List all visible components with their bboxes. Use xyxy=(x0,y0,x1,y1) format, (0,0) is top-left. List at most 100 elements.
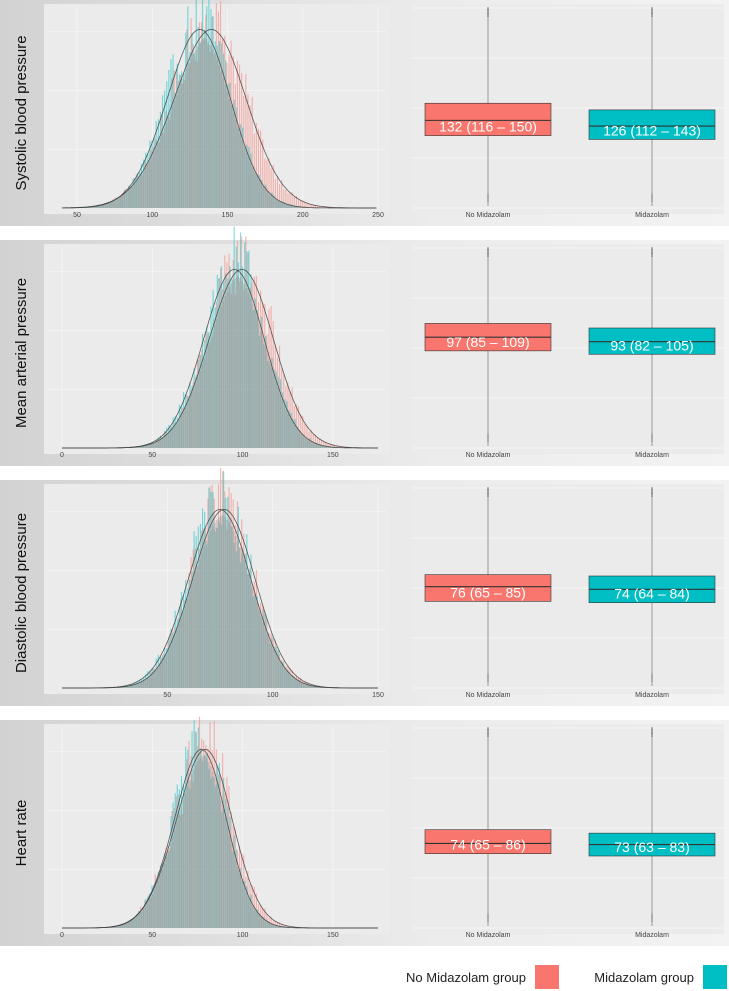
histogram-bar xyxy=(216,527,218,688)
histogram-bar xyxy=(201,761,204,928)
histogram-overlap-bar xyxy=(262,622,265,688)
histogram-overlap-bar xyxy=(230,105,233,208)
histogram-bar xyxy=(121,195,124,208)
legend: No Midazolam group Midazolam group xyxy=(406,965,727,989)
histogram-bar xyxy=(246,144,248,208)
histogram-bar xyxy=(273,646,275,688)
histogram-bar xyxy=(270,633,272,688)
histogram-bar xyxy=(325,441,327,448)
histogram-bar xyxy=(168,637,170,688)
histogram-overlap-bar xyxy=(264,628,267,688)
histogram-bar xyxy=(255,570,257,688)
histogram-overlap-bar xyxy=(226,291,229,448)
histogram-bar xyxy=(284,202,286,208)
histogram-bar xyxy=(111,200,113,208)
histogram-bar xyxy=(170,628,172,688)
histogram-overlap-bar xyxy=(278,661,282,688)
histogram-overlap-bar xyxy=(306,438,309,448)
histogram-overlap-bar xyxy=(251,588,254,688)
histogram-bar xyxy=(273,369,275,448)
histogram-bar xyxy=(306,682,308,688)
histogram-overlap-bar xyxy=(257,609,261,688)
histogram-overlap-bar xyxy=(148,898,151,928)
histogram-overlap-bar xyxy=(272,374,275,448)
histogram-bar xyxy=(196,567,198,688)
outlier-point xyxy=(651,674,653,676)
outlier-point xyxy=(651,679,653,681)
histogram-overlap-bar xyxy=(224,296,227,448)
histogram-bar xyxy=(142,174,144,208)
histogram-overlap-bar xyxy=(186,68,189,208)
histogram-bar xyxy=(257,301,260,448)
histogram-bar xyxy=(282,201,284,208)
histogram-bar xyxy=(310,204,312,208)
histogram-bar xyxy=(207,44,209,208)
histogram-overlap-bar xyxy=(196,761,199,928)
histogram-overlap-bar xyxy=(262,338,265,448)
histogram-bar xyxy=(133,917,135,928)
histogram-bar xyxy=(97,204,99,208)
histogram-bar xyxy=(260,618,263,688)
histogram-bar xyxy=(129,684,131,688)
histogram-bar xyxy=(144,680,146,688)
histogram-overlap-bar xyxy=(152,672,155,688)
box-label-midazolam: 73 (63 – 83) xyxy=(614,839,690,855)
histogram-bar xyxy=(206,544,208,688)
histogram-bar xyxy=(189,52,191,208)
histogram-overlap-bar xyxy=(188,780,191,928)
histogram-bar xyxy=(278,184,281,208)
histogram-overlap-bar xyxy=(287,413,290,448)
histogram-overlap-bar xyxy=(142,171,145,208)
histogram-bar xyxy=(227,496,229,688)
histogram-overlap-bar xyxy=(192,54,195,209)
histogram-bar xyxy=(239,868,242,928)
histogram-bar xyxy=(319,444,322,448)
histogram-bar xyxy=(239,562,242,688)
histogram-bar xyxy=(256,596,258,688)
histogram-overlap-bar xyxy=(257,324,261,448)
histogram-bar xyxy=(146,677,148,688)
histogram-overlap-bar xyxy=(215,784,218,928)
histogram-overlap-bar xyxy=(177,624,180,688)
histogram-bar xyxy=(198,716,201,928)
histogram-bar xyxy=(116,198,118,208)
histogram-overlap-bar xyxy=(171,640,174,688)
histogram-bar xyxy=(191,571,193,688)
histogram-bar xyxy=(184,792,186,928)
histogram-bar xyxy=(222,289,224,448)
histogram-bar xyxy=(203,358,205,448)
histogram-bar xyxy=(214,41,216,208)
histogram-bar xyxy=(215,527,217,688)
histogram-bar xyxy=(300,200,302,208)
histogram-overlap-bar xyxy=(266,634,269,688)
histogram-bar xyxy=(212,16,214,208)
outlier-point xyxy=(651,673,653,675)
outlier-point xyxy=(487,15,489,18)
histogram-bar xyxy=(177,794,180,928)
histogram-bar xyxy=(223,53,225,209)
outlier-point xyxy=(651,734,653,736)
outlier-point xyxy=(651,11,653,13)
category-label-midazolam: Midazolam xyxy=(635,212,669,219)
histogram-overlap-bar xyxy=(297,206,301,208)
outlier-point xyxy=(487,735,489,738)
histogram-bar xyxy=(312,434,314,448)
histogram-overlap-bar xyxy=(150,443,153,448)
histogram-overlap-bar xyxy=(104,204,107,208)
histogram-overlap-bar xyxy=(293,678,296,688)
histogram-panel: 50 100 150 xyxy=(44,467,390,699)
histogram-overlap-bar xyxy=(205,38,208,209)
histogram-bar xyxy=(119,196,121,208)
histogram-overlap-bar xyxy=(173,425,176,448)
histogram-bar xyxy=(310,430,312,448)
histogram-bar xyxy=(277,650,279,688)
histogram-overlap-bar xyxy=(297,430,301,448)
histogram-overlap-bar xyxy=(150,894,153,928)
histogram-bar xyxy=(167,115,169,208)
histogram-bar xyxy=(185,32,187,209)
outlier-point xyxy=(651,732,653,735)
histogram-bar xyxy=(177,80,180,208)
histogram-overlap-bar xyxy=(281,399,284,448)
histogram-bar xyxy=(305,438,307,448)
histogram-bar xyxy=(168,425,170,448)
